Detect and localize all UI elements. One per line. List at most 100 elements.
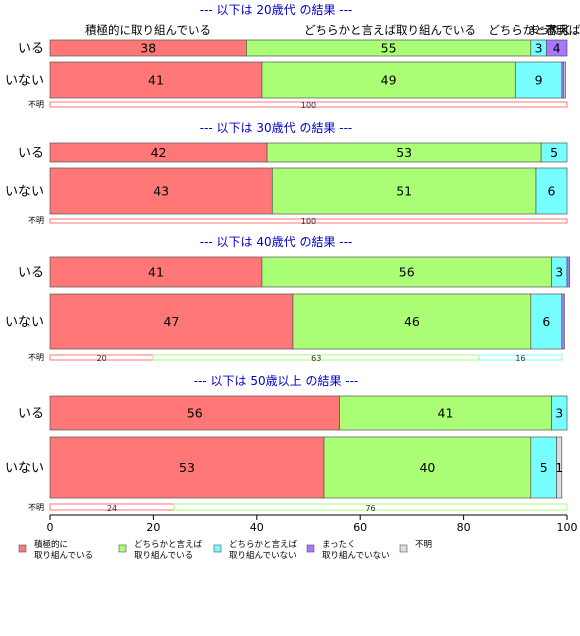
data-label: 43 — [153, 184, 169, 199]
row-label: いる — [18, 266, 44, 281]
bar-segment — [545, 39, 568, 57]
bar-segment — [271, 167, 537, 215]
unknown-row-label: 不明 — [28, 216, 44, 225]
data-label: 47 — [164, 314, 180, 329]
bar-segment — [49, 167, 273, 215]
bar-segment — [535, 167, 568, 215]
row-label: いる — [18, 42, 44, 57]
data-label: 5 — [550, 145, 558, 160]
top-category-label: 積極的に取り組んでいる — [85, 23, 211, 37]
data-label: 6 — [548, 184, 556, 199]
legend-label: まったく — [322, 540, 356, 550]
unknown-row-label: 不明 — [28, 100, 44, 109]
bar-segment — [49, 293, 294, 350]
data-label: 49 — [381, 73, 397, 88]
unknown-bar-segment — [173, 503, 568, 511]
legend-swatch — [118, 544, 127, 553]
data-label: 41 — [148, 73, 164, 88]
top-category-label: どちらかと言えば… — [488, 23, 580, 37]
legend-label: 不明 — [415, 540, 432, 550]
bar-segment — [323, 436, 532, 499]
data-label: 56 — [187, 406, 203, 421]
unknown-bar-segment — [49, 218, 568, 224]
legend-swatch — [18, 544, 27, 553]
unknown-data-label: 20 — [97, 354, 107, 363]
x-tick-label: 20 — [146, 521, 160, 534]
data-label: 42 — [151, 145, 167, 160]
bar-segment — [566, 256, 570, 288]
legend-label: どちらかと言えば — [134, 539, 203, 550]
data-label: 56 — [399, 265, 415, 280]
bar-segment — [339, 395, 552, 431]
legend-label: 取り組んでいない — [229, 550, 297, 561]
group-title: --- 以下は 50歳以上 の結果 --- — [194, 374, 359, 388]
x-tick-label: 40 — [250, 521, 264, 534]
bar-segment — [49, 395, 340, 431]
data-label: 3 — [555, 406, 563, 421]
legend-swatch — [306, 544, 315, 553]
bar-segment — [292, 293, 532, 350]
bar-segment — [551, 395, 568, 431]
unknown-bar-segment — [478, 354, 563, 361]
row-label: いない — [5, 185, 44, 200]
data-label: 53 — [396, 145, 412, 160]
data-label: 38 — [140, 41, 156, 56]
data-label: 51 — [396, 184, 412, 199]
row-label: いない — [5, 315, 44, 330]
bar-segment — [49, 61, 263, 99]
bar-segment — [540, 142, 568, 163]
data-label: 55 — [381, 41, 397, 56]
data-label: 40 — [419, 460, 435, 475]
data-label: 41 — [148, 265, 164, 280]
data-label: 3 — [535, 41, 543, 56]
unknown-data-label: 16 — [515, 354, 525, 363]
legend-label: 積極的に — [34, 539, 68, 550]
group-title: --- 以下は 30歳代 の結果 --- — [200, 121, 353, 135]
data-label: 41 — [438, 406, 454, 421]
unknown-data-label: 100 — [301, 101, 316, 110]
unknown-row-label: 不明 — [28, 353, 44, 362]
bar-segment — [261, 61, 516, 99]
data-label: 3 — [555, 265, 563, 280]
data-label: 9 — [535, 73, 543, 88]
unknown-data-label: 24 — [107, 504, 117, 513]
bar-segment — [556, 436, 563, 499]
unknown-data-label: 63 — [311, 354, 321, 363]
bar-segment — [530, 293, 563, 350]
x-tick-label: 60 — [353, 521, 367, 534]
legend-label: 取り組んでいない — [322, 550, 390, 561]
top-category-label: まったく… — [527, 23, 580, 37]
data-label: 5 — [540, 460, 548, 475]
legend-swatch — [213, 544, 222, 553]
x-tick-label: 0 — [47, 521, 54, 534]
data-label: 4 — [553, 41, 561, 56]
unknown-bar-segment — [49, 101, 568, 108]
bar-segment — [49, 256, 263, 288]
legend-label: 取り組んでいる — [34, 550, 93, 561]
data-label: 6 — [542, 314, 550, 329]
data-label: 1 — [555, 460, 563, 475]
legend-swatch — [399, 544, 408, 553]
group-title: --- 以下は 40歳代 の結果 --- — [200, 235, 353, 249]
data-label: 53 — [179, 460, 195, 475]
bar-segment — [261, 256, 552, 288]
group-title: --- 以下は 20歳代 の結果 --- — [200, 3, 353, 17]
legend-label: 取り組んでいる — [134, 550, 193, 561]
unknown-row-label: 不明 — [28, 503, 44, 512]
row-label: いる — [18, 146, 44, 161]
top-category-label: どちらかと言えば取り組んでいる — [304, 23, 476, 37]
x-tick-label: 80 — [457, 521, 471, 534]
row-label: いる — [18, 407, 44, 422]
bar-segment — [514, 61, 563, 99]
top-category-label: 不明 — [545, 23, 568, 37]
bar-segment — [561, 293, 565, 350]
bar-segment — [563, 61, 566, 99]
row-label: いない — [5, 461, 44, 476]
data-label: 46 — [404, 314, 420, 329]
row-label: いない — [5, 74, 44, 89]
unknown-data-label: 100 — [301, 217, 316, 226]
legend-label: どちらかと言えば — [229, 539, 298, 550]
bar-segment — [49, 436, 325, 499]
unknown-data-label: 76 — [365, 504, 375, 513]
